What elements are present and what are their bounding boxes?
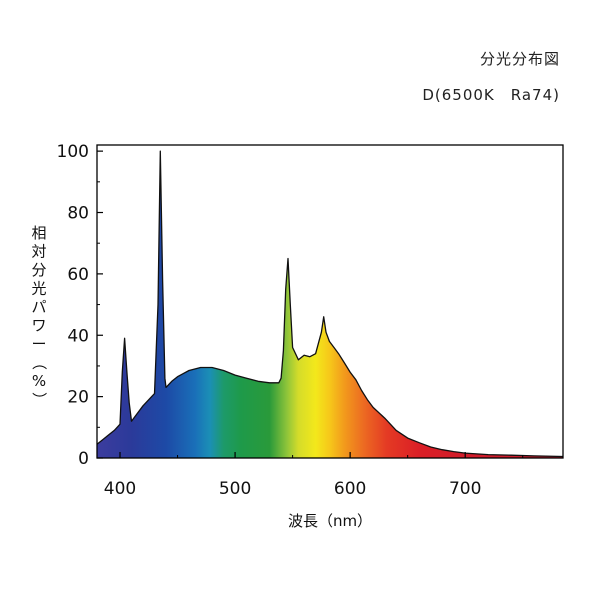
y-axis-title-char: 対: [31, 243, 46, 261]
y-axis-title-char: 光: [31, 280, 46, 298]
x-tick-label: 400: [104, 479, 136, 499]
chart-subtitle: D(6500K Ra74): [422, 86, 560, 104]
chart-title: 分光分布図: [479, 50, 560, 68]
y-axis-title-char: ー: [31, 335, 46, 353]
x-tick-label: 500: [219, 479, 251, 499]
spectrum-area: [97, 151, 563, 458]
plot-frame: [96, 144, 564, 459]
y-tick-label: 80: [67, 204, 89, 224]
x-tick-label: 700: [449, 479, 481, 499]
y-axis-title-char: （: [30, 355, 48, 370]
y-axis-title-char: パ: [31, 298, 46, 316]
y-tick-label: 100: [57, 142, 89, 162]
y-axis-title-char: ）: [30, 392, 48, 407]
y-axis-title-char: ワ: [31, 317, 46, 335]
x-axis-title: 波長（nm）: [288, 512, 372, 530]
y-tick-label: 20: [67, 388, 89, 408]
y-tick-label: 40: [67, 326, 89, 346]
spectrum-line: [96, 150, 564, 458]
y-axis-title-char: %: [32, 372, 46, 390]
y-tick-label: 60: [67, 265, 89, 285]
y-tick-label: 0: [78, 449, 89, 469]
y-axis-title-char: 相: [31, 224, 46, 242]
plot-area: [96, 150, 564, 458]
y-axis-title-char: 分: [31, 261, 46, 279]
x-tick-label: 600: [334, 479, 366, 499]
